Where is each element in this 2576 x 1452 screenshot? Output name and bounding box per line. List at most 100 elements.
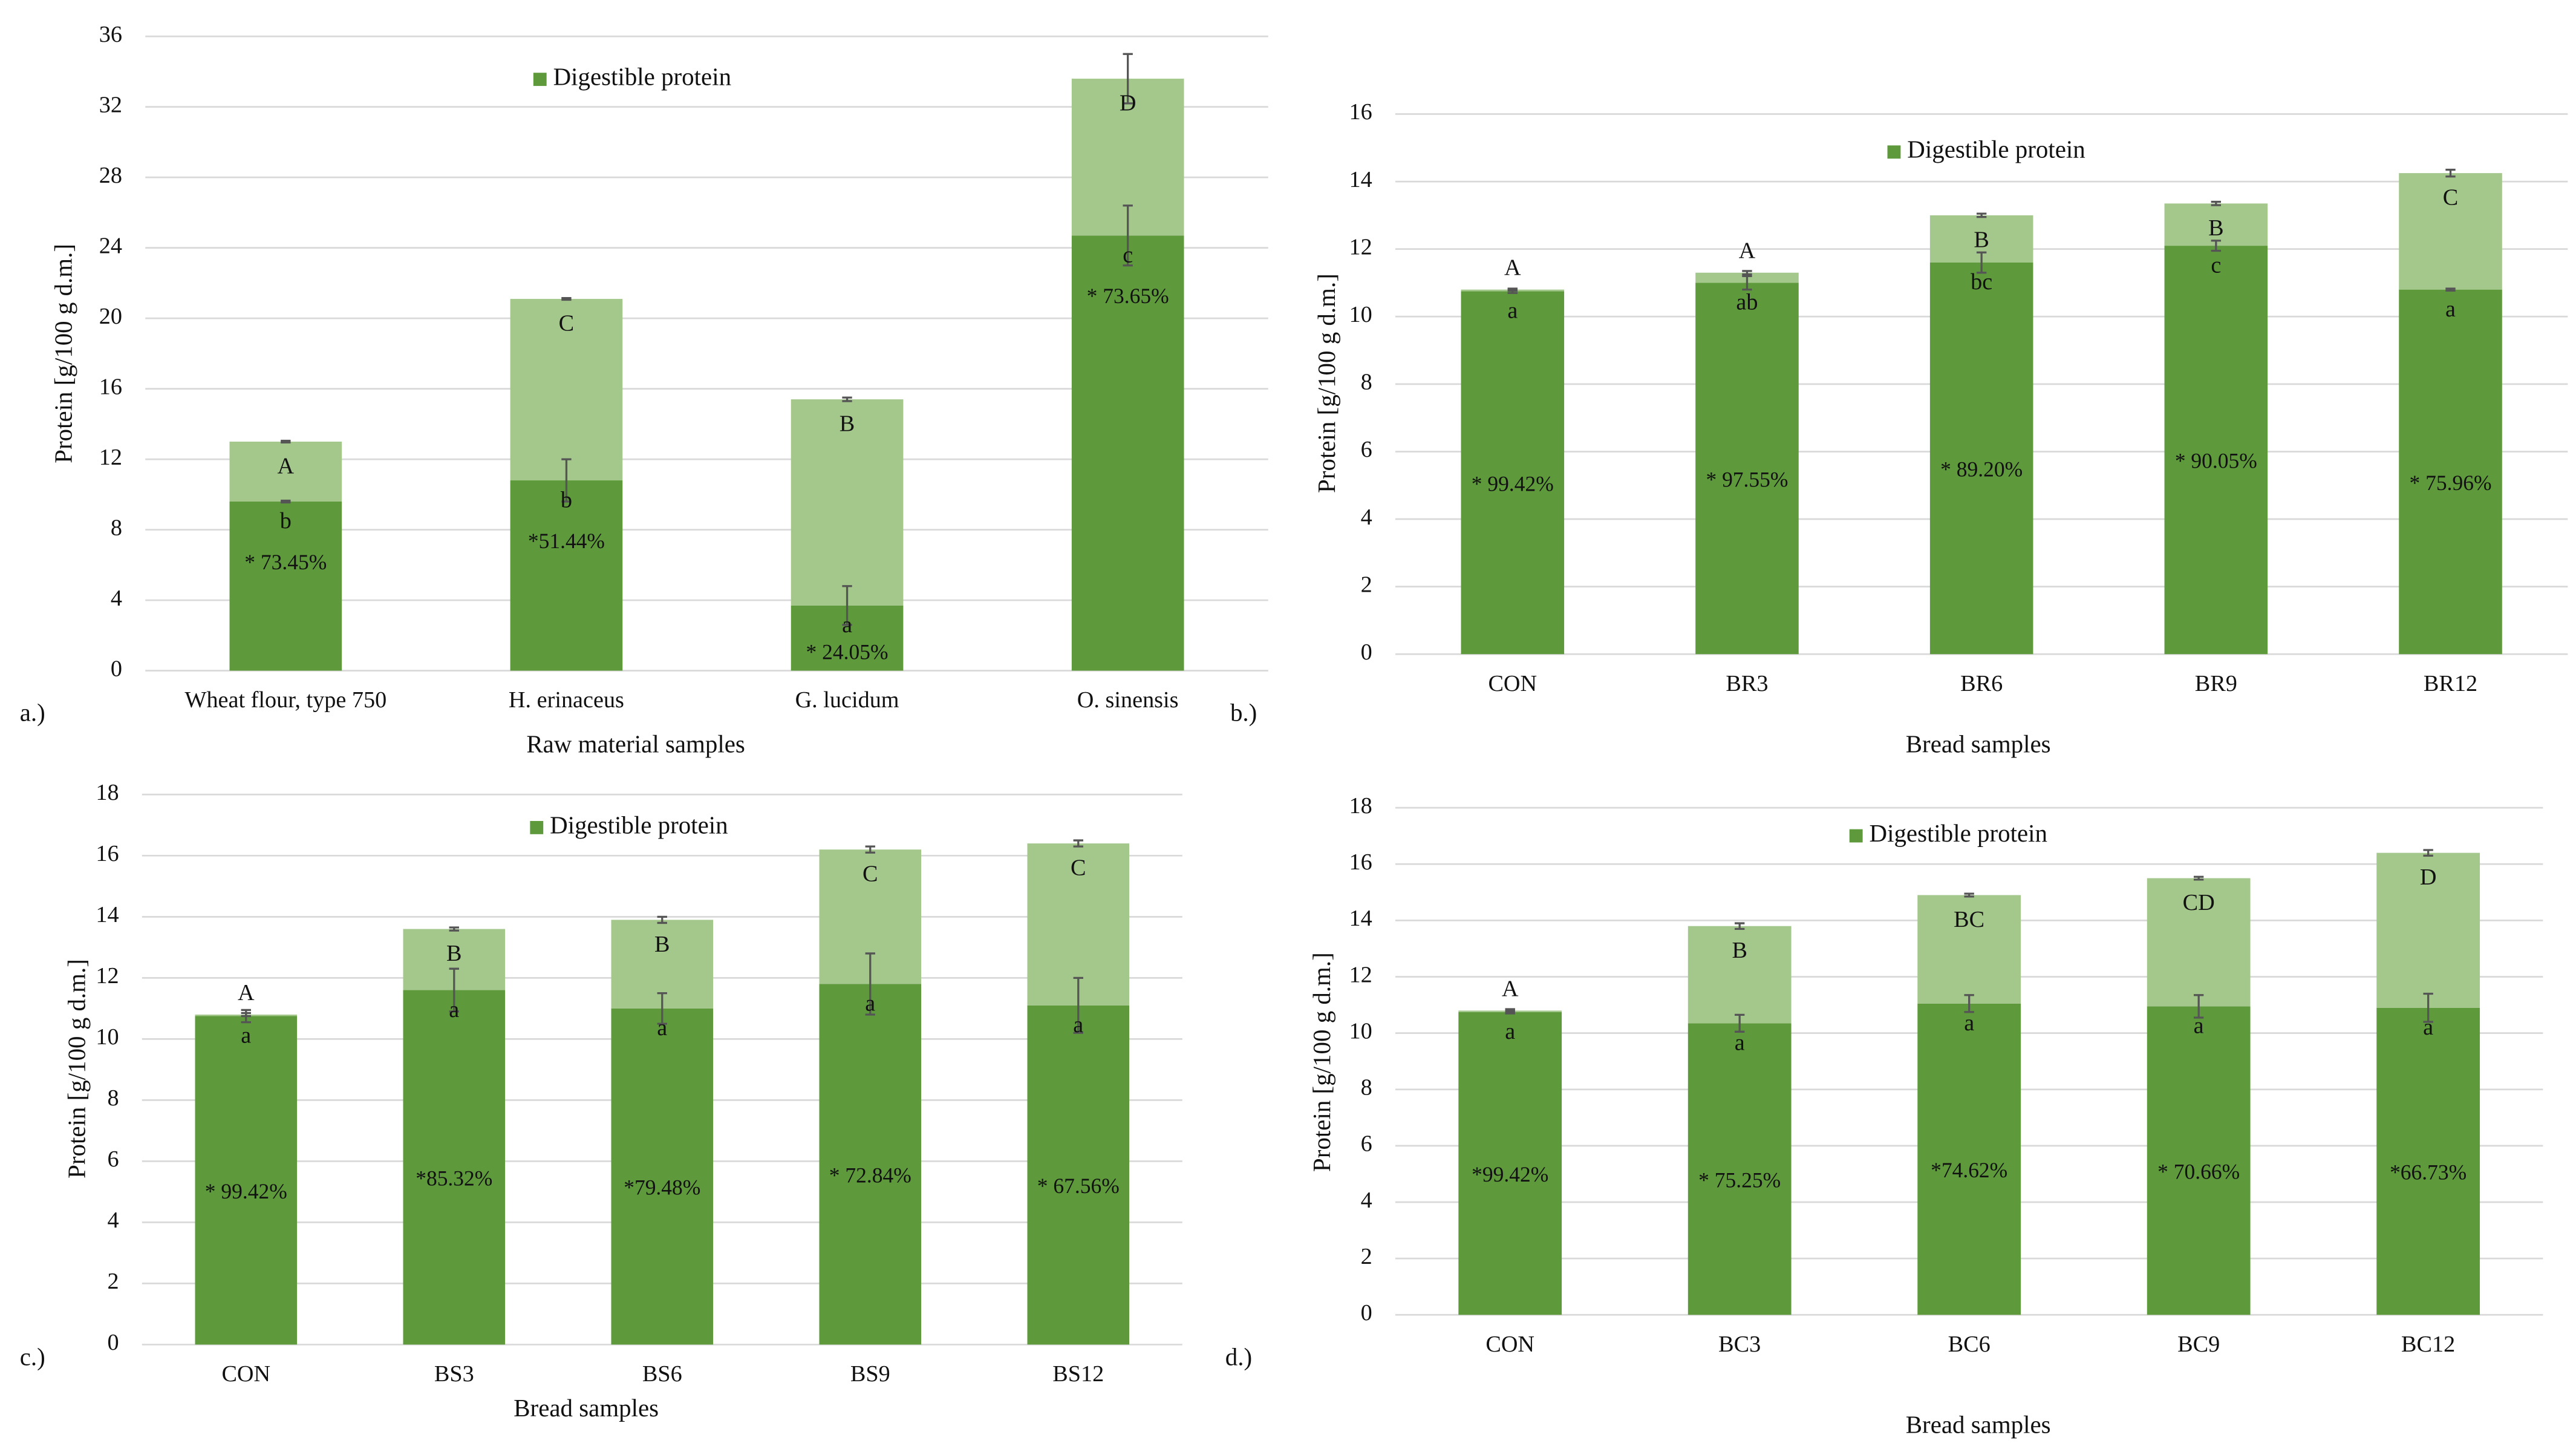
percent-label: * 67.56% <box>1037 1174 1120 1198</box>
y-tick-label: 14 <box>96 902 119 927</box>
error-bar <box>241 1012 251 1018</box>
panel-label: d.) <box>1225 1343 1252 1370</box>
lower-letter: c <box>2211 252 2221 278</box>
bar-segment <box>1917 1003 2021 1315</box>
x-tick-label: BC12 <box>2401 1332 2455 1357</box>
percent-label: * 99.42% <box>205 1179 287 1203</box>
bar-segment <box>1458 1012 1562 1315</box>
upper-letter: BC <box>1954 907 1984 932</box>
bar-segment <box>611 1008 714 1345</box>
x-tick-label: BR9 <box>2195 671 2237 696</box>
x-axis-title: Bread samples <box>1906 1411 2051 1438</box>
panel-label: b.) <box>1230 699 1257 727</box>
y-tick-label: 0 <box>1361 639 1372 665</box>
error-bar <box>449 926 459 932</box>
legend-label: Digestible protein <box>553 64 731 91</box>
lower-letter: a <box>241 1023 251 1048</box>
error-bar <box>1964 892 1974 898</box>
percent-label: * 24.05% <box>806 639 889 664</box>
error-bar <box>1742 275 1752 291</box>
error-bar <box>1976 212 1987 218</box>
x-tick-label: H. erinaceus <box>509 687 624 713</box>
upper-letter: B <box>1974 227 1989 252</box>
error-bar <box>281 499 291 504</box>
error-bar <box>842 396 852 402</box>
bar-segment <box>510 299 623 481</box>
bar-segment <box>1071 235 1184 671</box>
y-tick-label: 2 <box>107 1269 119 1294</box>
percent-label: * 75.25% <box>1698 1168 1781 1192</box>
lower-letter: b <box>561 487 572 512</box>
bar-segment <box>2147 878 2251 1007</box>
y-tick-label: 0 <box>1361 1300 1372 1326</box>
x-axis-title: Bread samples <box>514 1395 659 1422</box>
percent-label: * 97.55% <box>1706 467 1788 491</box>
percent-label: *99.42% <box>1472 1162 1548 1186</box>
percent-label: * 72.84% <box>829 1163 911 1187</box>
y-tick-label: 8 <box>1361 370 1372 395</box>
y-tick-label: 36 <box>99 22 122 47</box>
error-bar <box>842 585 852 626</box>
y-tick-label: 12 <box>1349 962 1372 987</box>
y-tick-label: 6 <box>107 1146 119 1172</box>
error-bar <box>1505 1008 1515 1013</box>
bar-segment <box>403 990 506 1345</box>
y-tick-label: 4 <box>111 586 122 611</box>
x-tick-label: CON <box>1485 1332 1534 1357</box>
percent-label: * 73.65% <box>1087 284 1169 308</box>
bar-segment <box>195 1016 298 1345</box>
y-tick-label: 14 <box>1349 167 1372 192</box>
bar-segment <box>229 441 342 502</box>
bar-segment <box>2164 203 2268 246</box>
bar-segment <box>2399 289 2502 655</box>
bar-segment <box>1461 291 1565 655</box>
upper-letter: B <box>840 411 855 437</box>
error-bar <box>2445 287 2456 292</box>
upper-letter: C <box>559 311 575 336</box>
error-bar <box>561 296 572 301</box>
upper-letter: C <box>2443 185 2459 211</box>
y-tick-label: 4 <box>1361 505 1372 530</box>
bar-segment <box>229 501 342 671</box>
bar-segment <box>2376 852 2480 1008</box>
y-tick-label: 16 <box>99 374 122 399</box>
y-tick-label: 2 <box>1361 1244 1372 1269</box>
legend-label: Digestible protein <box>1870 820 2047 847</box>
lower-letter: a <box>2445 296 2456 322</box>
error-bar <box>1976 251 1987 274</box>
percent-label: * 70.66% <box>2157 1159 2240 1183</box>
y-tick-label: 0 <box>111 656 122 681</box>
y-tick-label: 18 <box>1349 793 1372 819</box>
error-bar <box>2211 240 2222 252</box>
y-tick-label: 10 <box>1349 302 1372 327</box>
percent-label: *66.73% <box>2390 1160 2467 1184</box>
percent-label: *79.48% <box>624 1176 700 1200</box>
y-tick-label: 6 <box>1361 1131 1372 1157</box>
y-axis-title: Protein [g/100 g d.m.] <box>1308 952 1335 1172</box>
y-tick-label: 16 <box>1349 849 1372 875</box>
error-bar <box>2211 200 2222 206</box>
percent-label: * 89.20% <box>1940 457 2023 482</box>
percent-label: *85.32% <box>416 1166 492 1190</box>
y-tick-label: 32 <box>99 92 122 117</box>
error-bar <box>657 992 667 1025</box>
y-tick-label: 10 <box>1349 1018 1372 1044</box>
y-tick-label: 12 <box>96 963 119 989</box>
x-tick-label: CON <box>1488 671 1537 696</box>
upper-letter: A <box>1504 255 1521 281</box>
y-tick-label: 8 <box>111 515 122 540</box>
y-tick-label: 24 <box>99 233 122 258</box>
upper-letter: A <box>1502 976 1519 1001</box>
y-tick-label: 6 <box>1361 437 1372 462</box>
y-tick-label: 2 <box>1361 572 1372 597</box>
x-axis-title: Raw material samples <box>526 731 745 758</box>
error-bar <box>2193 875 2204 881</box>
y-tick-label: 0 <box>107 1330 119 1355</box>
percent-label: * 99.42% <box>1472 471 1554 495</box>
x-axis-title: Bread samples <box>1906 731 2051 758</box>
x-tick-label: O. sinensis <box>1077 687 1179 713</box>
lower-letter: a <box>449 997 459 1022</box>
error-bar <box>865 952 875 1016</box>
bar-segment <box>1027 1005 1130 1345</box>
bar-segment <box>1687 1023 1792 1315</box>
